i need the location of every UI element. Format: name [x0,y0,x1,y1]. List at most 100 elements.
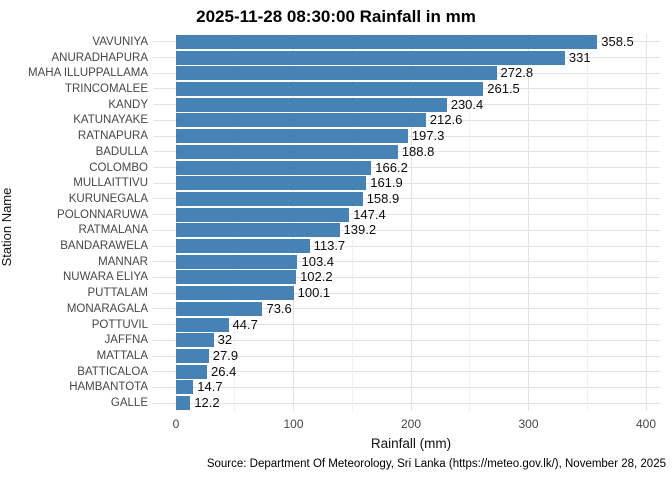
gridline-horizontal [153,292,660,294]
y-axis-label: VAVUNIYA [92,35,148,48]
gridline-horizontal [153,198,660,200]
bar-value-label: 158.9 [366,190,400,206]
bar-value-label: 212.6 [429,112,463,128]
gridline-vertical-major [293,34,294,411]
bar-value-label: 113.7 [313,238,346,254]
bar-value-label: 139.2 [343,222,377,238]
bar-value-label: 26.4 [211,363,237,379]
y-axis-label: RATMALANA [78,224,148,237]
y-axis-label: BANDARAWELA [60,240,148,253]
bar [176,191,363,206]
gridline-horizontal [153,214,660,216]
gridline-vertical-major [175,34,177,411]
gridline-horizontal [153,402,660,404]
gridline-horizontal [153,261,660,263]
bar-value-label: 100.1 [297,285,331,301]
x-tick-label: 100 [283,417,304,431]
x-tick-label: 0 [172,417,180,431]
y-axis-label: MONARAGALA [66,302,148,315]
plot-panel: 358.5 331 272.8 261.5 230.4 212.6 197.3 188.8 16… [153,34,660,411]
gridline-horizontal [153,324,660,326]
gridline-vertical-minor [469,34,471,411]
gridline-horizontal [153,182,660,184]
y-axis-label: KANDY [108,98,148,111]
x-tick-label: 200 [400,417,422,431]
bar [176,239,310,254]
y-axis-label: POLONNARUWA [57,208,148,221]
bar [176,160,372,175]
bar-value-label: 166.2 [375,159,408,175]
gridline-horizontal [153,245,660,247]
bar [176,97,447,112]
y-axis-label: POTTUVIL [91,318,148,331]
y-axis-label: MAHA ILLUPPALLAMA [28,67,148,80]
bar [176,364,208,379]
bar-value-label: 358.5 [601,33,634,49]
bar-value-label: 197.3 [411,128,445,144]
y-axis-label: TRINCOMALEE [64,82,148,95]
y-axis-label: KURUNEGALA [68,192,148,205]
bar [176,34,598,49]
bar [176,349,209,364]
x-axis-title: Rainfall (mm) [370,436,452,451]
bar [176,176,367,191]
bar [176,317,229,332]
x-tick-label: 300 [518,417,539,431]
bar-value-label: 161.9 [370,175,403,191]
bar [176,380,194,395]
y-axis-label: NUWARA ELIYA [63,271,148,284]
bar-value-label: 27.9 [212,348,239,364]
bar-value-label: 272.8 [500,65,534,81]
bar [176,144,398,159]
bar-value-label: 44.7 [232,316,258,332]
y-axis-label: GALLE [110,397,148,410]
bar-value-label: 261.5 [487,80,520,96]
gridline-vertical-minor [586,34,588,411]
y-axis-label: HAMBANTOTA [69,381,148,394]
gridline-vertical-major [645,34,647,411]
x-tick-label: 400 [635,417,657,431]
bar-value-label: 32 [217,332,233,348]
bar-value-label: 12.2 [194,395,220,411]
gridline-vertical-minor [351,34,353,411]
bar-value-label: 331 [568,49,591,65]
bar [176,66,497,81]
bar-value-label: 103.4 [301,253,335,269]
bar [176,396,191,411]
bar-value-label: 102.2 [300,269,333,285]
bar-value-label: 14.7 [197,379,223,395]
gridline-horizontal [153,386,660,388]
gridline-vertical-major [410,34,412,411]
bar [176,50,565,65]
bar [176,129,408,144]
bar [176,270,297,285]
y-axis-label: MATTALA [96,350,148,363]
bar [176,301,263,316]
bar [176,207,350,222]
gridline-horizontal [153,355,660,357]
gridline-horizontal [153,371,660,373]
gridline-horizontal [153,276,660,278]
y-axis-label: BATTICALOA [77,365,148,378]
y-axis-label: RATNAPURA [77,130,148,143]
chart-title: 2025-11-28 08:30:00 Rainfall in mm [196,7,476,26]
y-axis-label: PUTTALAM [87,287,149,300]
gridline-horizontal [153,308,660,310]
y-axis-label: JAFFNA [104,334,148,347]
bar [176,286,294,301]
bar [176,333,214,348]
gridline-vertical-minor [234,34,236,411]
y-axis-label: KATUNAYAKE [73,114,148,127]
y-axis-label: COLOMBO [89,161,148,174]
bar-value-label: 147.4 [353,206,386,222]
gridline-horizontal [153,167,660,169]
bar [176,113,426,128]
source-caption: Source: Department Of Meteorology, Sri L… [206,458,666,470]
bar [176,223,340,238]
gridline-horizontal [153,229,660,231]
bar [176,81,484,96]
bar-value-label: 188.8 [401,143,435,159]
gridline-vertical-major [528,34,529,411]
bar [176,254,298,269]
bar-value-label: 73.6 [266,300,292,316]
